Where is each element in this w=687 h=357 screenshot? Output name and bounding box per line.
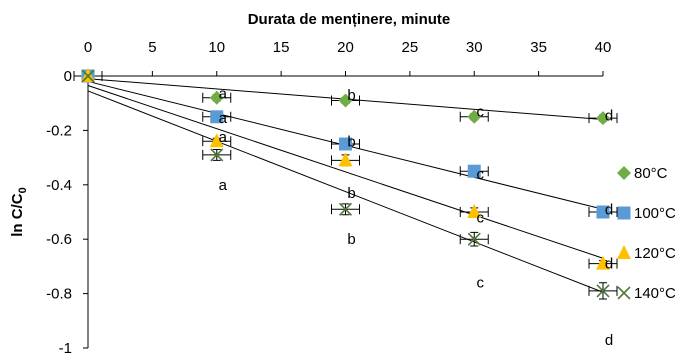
fit-lines (87, 78, 604, 293)
significance-letter: d (605, 107, 613, 124)
data-point (596, 255, 610, 270)
data-point (596, 284, 610, 298)
x-axis-title: Durata de menținere, minute (248, 11, 451, 28)
legend-marker (617, 206, 631, 220)
data-point (467, 204, 482, 218)
y-tick-label: 0 (64, 68, 72, 85)
significance-letter: b (347, 133, 355, 150)
y-axis-title-main: ln C/C (9, 193, 26, 236)
y-tick-label: -0.8 (46, 286, 72, 303)
legend-label: 140°C (634, 285, 676, 302)
data-point (596, 205, 610, 219)
data-point (339, 137, 352, 151)
legend-label: 100°C (634, 205, 676, 222)
data-point (209, 133, 224, 148)
y-tick-label: -0.4 (46, 177, 72, 194)
legend-marker (617, 286, 631, 300)
legend-marker (617, 166, 631, 180)
y-axis-title-subscript: 0 (17, 187, 29, 193)
data-points (81, 68, 610, 298)
y-axis-title: ln C/C0 (9, 187, 29, 236)
x-tick-label: 30 (466, 39, 483, 56)
x-tick-label: 20 (337, 39, 354, 56)
significance-letter: a (219, 129, 228, 146)
significance-letter: a (219, 86, 228, 103)
significance-letter: c (477, 103, 485, 120)
x-tick-label: 15 (273, 39, 290, 56)
y-tick-label: -1 (59, 340, 72, 357)
significance-letter: d (605, 256, 613, 273)
x-tick-label: 25 (402, 39, 419, 56)
x-tick-label: 5 (148, 39, 156, 56)
significance-letter: d (605, 201, 613, 218)
y-tick-label: -0.2 (46, 122, 72, 139)
legend-label: 120°C (634, 245, 676, 262)
significance-letter: b (347, 185, 355, 202)
significance-letter: a (219, 110, 228, 127)
y-ticks: 0 -0.2 -0.4 -0.6 -0.8 -1 (46, 68, 88, 357)
x-tick-label: 40 (595, 39, 612, 56)
significance-letter: d (605, 332, 613, 349)
data-point (81, 69, 95, 83)
significance-letter: c (477, 166, 485, 183)
data-point (467, 164, 481, 178)
legend-marker (617, 245, 631, 259)
legend-label: 80°C (634, 165, 668, 182)
data-point (596, 111, 610, 126)
fit-line (87, 90, 604, 293)
data-point (338, 152, 353, 167)
data-point (338, 202, 353, 216)
significance-letter: c (477, 275, 485, 292)
x-ticks: 0 5 10 15 20 25 30 35 40 (84, 39, 612, 76)
data-point (210, 110, 224, 124)
significance-letters: a b c d a b c d a b c d a b c d (219, 86, 614, 349)
legend: 80°C 100°C 120°C 140°C (617, 165, 676, 302)
x-tick-label: 10 (208, 39, 225, 56)
x-tick-label: 0 (84, 39, 92, 56)
y-tick-label: -0.6 (46, 231, 72, 248)
data-point (467, 232, 481, 246)
data-point (338, 93, 353, 108)
x-tick-label: 35 (530, 39, 547, 56)
data-point (210, 148, 224, 162)
significance-letter: a (219, 177, 228, 194)
significance-letter: b (347, 87, 355, 104)
significance-letter: b (347, 231, 355, 248)
data-point (467, 109, 482, 124)
significance-letter: c (477, 209, 485, 226)
fit-line (87, 85, 604, 259)
data-point (209, 90, 224, 105)
